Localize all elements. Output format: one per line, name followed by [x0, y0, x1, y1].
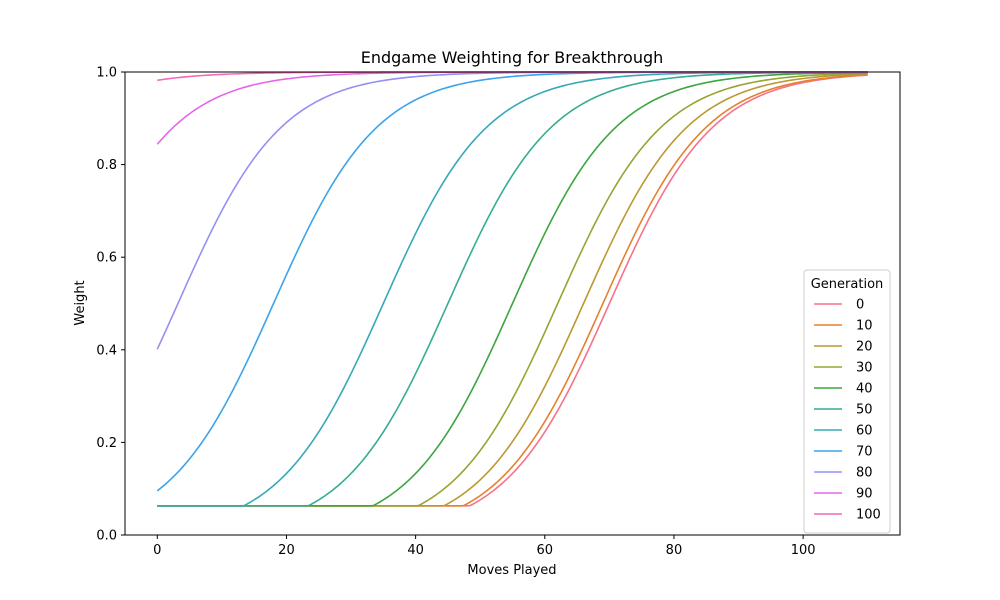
legend-label: 30: [856, 361, 873, 376]
x-tick-label: 100: [791, 543, 816, 558]
x-axis: 0 20 40 60 80 100: [153, 535, 816, 558]
legend-label: 100: [856, 508, 881, 523]
y-axis: 0.0 0.2 0.4 0.6 0.8 1.0: [96, 66, 125, 544]
plot-frame: [124, 71, 901, 536]
legend-label: 50: [856, 403, 873, 418]
x-tick-label: 80: [666, 543, 683, 558]
y-tick-label: 0.2: [96, 436, 117, 451]
series-line-gen-70: [156, 71, 868, 492]
x-tick-label: 20: [278, 543, 295, 558]
y-tick-label: 0.4: [96, 343, 117, 358]
legend-label: 80: [856, 466, 873, 481]
legend-label: 20: [856, 340, 873, 355]
y-axis-label: Weight: [73, 280, 88, 325]
series-line-gen-20: [157, 73, 868, 507]
x-tick-label: 0: [153, 543, 161, 558]
chart-title: Endgame Weighting for Breakthrough: [361, 48, 664, 67]
x-axis-label: Moves Played: [467, 563, 556, 578]
plot-lines: [156, 71, 868, 507]
x-tick-label: 60: [537, 543, 554, 558]
series-line-gen-50: [157, 71, 868, 507]
legend-label: 10: [856, 319, 873, 334]
legend-box: [803, 269, 891, 534]
legend-label: 40: [856, 382, 873, 397]
y-tick-label: 1.0: [96, 66, 117, 81]
y-tick-label: 0.6: [96, 251, 117, 266]
series-line-gen-80: [156, 71, 868, 350]
legend-label: 90: [856, 487, 873, 502]
legend-label: 70: [856, 445, 873, 460]
legend-label: 60: [856, 424, 873, 439]
x-tick-label: 40: [407, 543, 424, 558]
legend-title: Generation: [811, 277, 884, 292]
legend: Generation 0 10 20 30 40 50 60 70 80 90 100: [803, 269, 891, 534]
legend-label: 0: [856, 298, 864, 313]
series-line-gen-90: [156, 71, 868, 145]
y-tick-label: 0.8: [96, 158, 117, 173]
y-tick-label: 0.0: [96, 529, 117, 544]
